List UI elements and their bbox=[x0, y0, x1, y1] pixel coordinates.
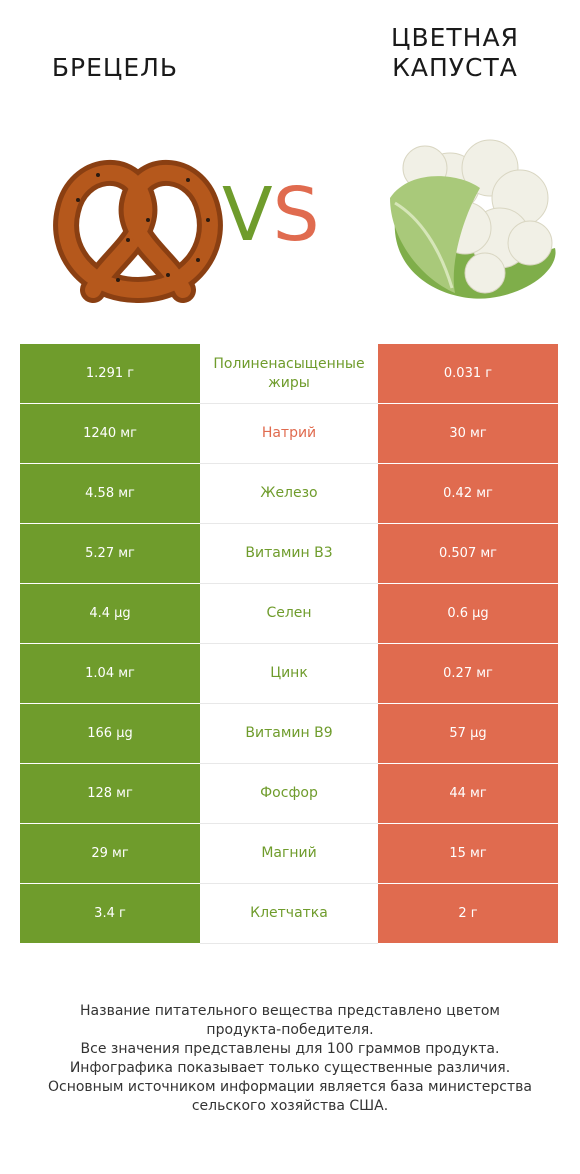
nutrient-name: Витамин B3 bbox=[200, 524, 378, 584]
table-row: 1240 мг Натрий 30 мг bbox=[20, 404, 558, 464]
footer-line4: Инфографика показывает только существенн… bbox=[69, 1060, 511, 1076]
right-product-title: ЦВЕТНАЯ КАПУСТА bbox=[375, 23, 535, 83]
footer-line5: Основным источником информации является … bbox=[48, 1079, 532, 1095]
vs-v-letter: V bbox=[222, 172, 273, 258]
left-product-title: БРЕЦЕЛЬ bbox=[51, 53, 179, 82]
right-title-line2: КАПУСТА bbox=[392, 53, 518, 82]
footer-line3: Все значения представлены для 100 граммо… bbox=[80, 1041, 500, 1057]
right-value: 57 µg bbox=[378, 704, 558, 764]
left-value: 3.4 г bbox=[20, 884, 200, 944]
left-value: 1.04 мг bbox=[20, 644, 200, 704]
table-row: 4.58 мг Железо 0.42 мг bbox=[20, 464, 558, 524]
left-value: 1.291 г bbox=[20, 344, 200, 404]
right-value: 0.6 µg bbox=[378, 584, 558, 644]
right-value: 30 мг bbox=[378, 404, 558, 464]
pretzel-image bbox=[53, 160, 223, 303]
left-value: 128 мг bbox=[20, 764, 200, 824]
table-row: 3.4 г Клетчатка 2 г bbox=[20, 884, 558, 944]
cauliflower-image bbox=[390, 139, 556, 299]
left-value: 166 µg bbox=[20, 704, 200, 764]
table-row: 29 мг Магний 15 мг bbox=[20, 824, 558, 884]
right-value: 0.031 г bbox=[378, 344, 558, 404]
nutrient-name: Цинк bbox=[200, 644, 378, 704]
nutrient-name: Железо bbox=[200, 464, 378, 524]
nutrient-name: Селен bbox=[200, 584, 378, 644]
nutrient-name: Фосфор bbox=[200, 764, 378, 824]
left-value: 29 мг bbox=[20, 824, 200, 884]
left-value: 5.27 мг bbox=[20, 524, 200, 584]
table-row: 4.4 µg Селен 0.6 µg bbox=[20, 584, 558, 644]
footer-line6: сельского хозяйства США. bbox=[191, 1098, 389, 1114]
vs-label: VS bbox=[222, 170, 320, 260]
table-row: 128 мг Фосфор 44 мг bbox=[20, 764, 558, 824]
nutrient-name: Магний bbox=[200, 824, 378, 884]
nutrient-name: Клетчатка bbox=[200, 884, 378, 944]
table-row: 1.291 г Полиненасыщенные жиры 0.031 г bbox=[20, 344, 558, 404]
footer-note: Название питательного вещества представл… bbox=[20, 1002, 560, 1116]
nutrient-name: Полиненасыщенные жиры bbox=[200, 344, 378, 404]
table-row: 1.04 мг Цинк 0.27 мг bbox=[20, 644, 558, 704]
left-value: 4.58 мг bbox=[20, 464, 200, 524]
right-value: 44 мг bbox=[378, 764, 558, 824]
right-value: 0.27 мг bbox=[378, 644, 558, 704]
left-value: 1240 мг bbox=[20, 404, 200, 464]
comparison-table: 1.291 г Полиненасыщенные жиры 0.031 г 1240 … bbox=[20, 344, 558, 944]
right-value: 2 г bbox=[378, 884, 558, 944]
vs-s-letter: S bbox=[272, 172, 320, 258]
right-value: 0.42 мг bbox=[378, 464, 558, 524]
left-value: 4.4 µg bbox=[20, 584, 200, 644]
nutrient-name: Натрий bbox=[200, 404, 378, 464]
table-row: 5.27 мг Витамин B3 0.507 мг bbox=[20, 524, 558, 584]
nutrient-name: Витамин B9 bbox=[200, 704, 378, 764]
table-row: 166 µg Витамин B9 57 µg bbox=[20, 704, 558, 764]
footer-line1: Название питательного вещества представл… bbox=[80, 1003, 500, 1019]
right-title-line1: ЦВЕТНАЯ bbox=[391, 23, 519, 52]
right-value: 0.507 мг bbox=[378, 524, 558, 584]
footer-line2: продукта-победителя. bbox=[206, 1022, 374, 1038]
right-value: 15 мг bbox=[378, 824, 558, 884]
